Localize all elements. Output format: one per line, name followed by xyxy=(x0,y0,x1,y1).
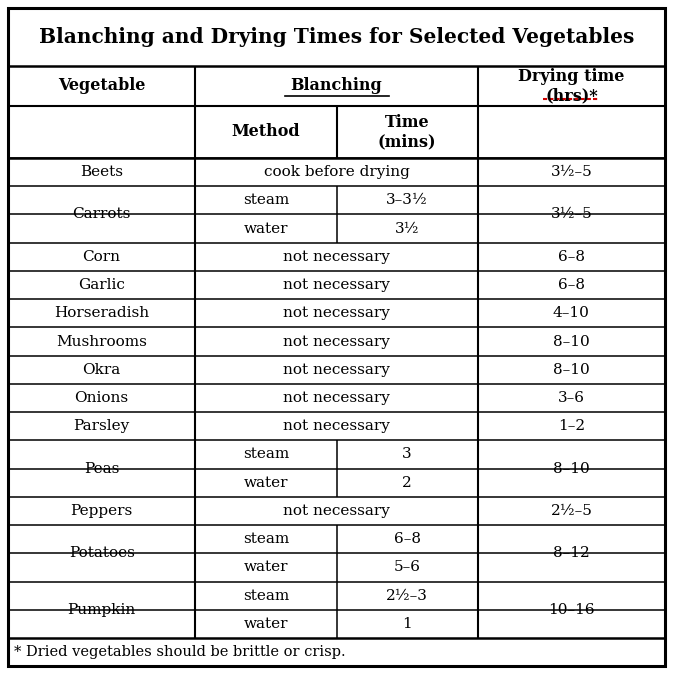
Text: Drying time
(hrs)*: Drying time (hrs)* xyxy=(518,67,625,104)
Text: not necessary: not necessary xyxy=(283,363,390,377)
Text: 8–10: 8–10 xyxy=(553,363,590,377)
Text: 2½–3: 2½–3 xyxy=(386,588,428,603)
Text: steam: steam xyxy=(243,532,289,546)
Text: Mushrooms: Mushrooms xyxy=(56,334,147,348)
Text: * Dried vegetables should be brittle or crisp.: * Dried vegetables should be brittle or … xyxy=(14,645,346,659)
Text: steam: steam xyxy=(243,448,289,462)
Text: Corn: Corn xyxy=(83,250,120,264)
Text: Carrots: Carrots xyxy=(73,208,131,222)
Text: 3: 3 xyxy=(402,448,412,462)
Text: Peppers: Peppers xyxy=(71,504,133,518)
Text: Method: Method xyxy=(232,123,300,140)
Text: 1–2: 1–2 xyxy=(558,419,585,433)
Text: 8–12: 8–12 xyxy=(553,547,590,560)
Text: 3–3½: 3–3½ xyxy=(386,193,428,208)
Text: 3½–5: 3½–5 xyxy=(551,208,592,222)
Text: Blanching: Blanching xyxy=(291,78,382,94)
Text: Blanching and Drying Times for Selected Vegetables: Blanching and Drying Times for Selected … xyxy=(39,27,634,47)
Text: water: water xyxy=(244,617,288,631)
Text: 3½–5: 3½–5 xyxy=(551,165,592,179)
Text: Okra: Okra xyxy=(83,363,120,377)
Text: water: water xyxy=(244,476,288,490)
Text: 10–16: 10–16 xyxy=(548,603,595,617)
Text: not necessary: not necessary xyxy=(283,391,390,405)
Text: 1: 1 xyxy=(402,617,412,631)
Text: Horseradish: Horseradish xyxy=(54,306,149,320)
Text: 3½: 3½ xyxy=(395,222,419,236)
Text: Vegetable: Vegetable xyxy=(58,78,145,94)
Text: Pumpkin: Pumpkin xyxy=(67,603,136,617)
Text: cook before drying: cook before drying xyxy=(264,165,409,179)
Text: 8–10: 8–10 xyxy=(553,334,590,348)
Text: Onions: Onions xyxy=(75,391,129,405)
Text: 3–6: 3–6 xyxy=(558,391,585,405)
Text: 6–8: 6–8 xyxy=(558,278,585,292)
Text: not necessary: not necessary xyxy=(283,504,390,518)
Text: 8–10: 8–10 xyxy=(553,462,590,476)
Text: not necessary: not necessary xyxy=(283,334,390,348)
Text: steam: steam xyxy=(243,588,289,603)
Text: steam: steam xyxy=(243,193,289,208)
Text: water: water xyxy=(244,222,288,236)
Text: 5–6: 5–6 xyxy=(394,560,421,574)
Text: Time
(mins): Time (mins) xyxy=(378,114,436,150)
Text: not necessary: not necessary xyxy=(283,419,390,433)
Text: not necessary: not necessary xyxy=(283,278,390,292)
Text: Peas: Peas xyxy=(84,462,119,476)
Text: 4–10: 4–10 xyxy=(553,306,590,320)
Text: Parsley: Parsley xyxy=(73,419,130,433)
Text: not necessary: not necessary xyxy=(283,306,390,320)
Text: water: water xyxy=(244,560,288,574)
Text: 6–8: 6–8 xyxy=(394,532,421,546)
Text: 2½–5: 2½–5 xyxy=(551,504,592,518)
Text: not necessary: not necessary xyxy=(283,250,390,264)
Text: Garlic: Garlic xyxy=(78,278,125,292)
Text: 2: 2 xyxy=(402,476,412,490)
Text: 6–8: 6–8 xyxy=(558,250,585,264)
Text: Beets: Beets xyxy=(80,165,123,179)
Text: Potatoes: Potatoes xyxy=(69,547,135,560)
